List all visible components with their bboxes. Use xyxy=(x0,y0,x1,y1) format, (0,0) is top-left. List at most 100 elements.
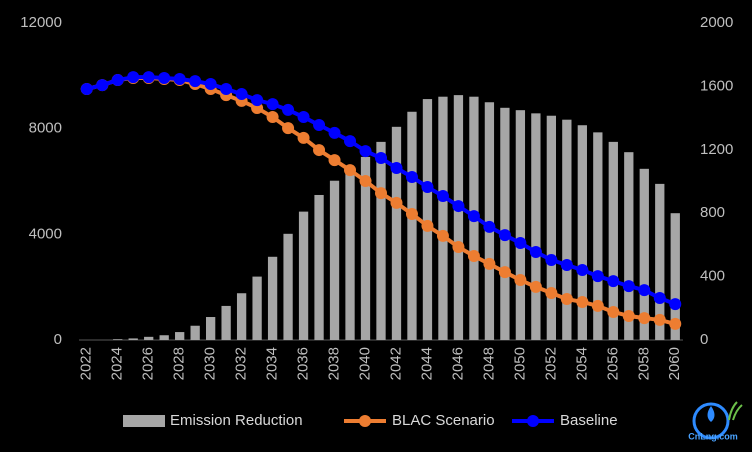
legend-label: Baseline xyxy=(560,412,618,429)
bar xyxy=(376,141,386,340)
bar xyxy=(236,293,247,340)
marker xyxy=(375,151,387,164)
bar xyxy=(205,317,216,340)
bar xyxy=(624,152,634,340)
marker xyxy=(266,98,279,111)
bar xyxy=(546,115,557,340)
y-tick-label: 8000 xyxy=(29,120,62,137)
bar xyxy=(175,332,185,340)
bar xyxy=(655,183,665,340)
marker xyxy=(235,88,248,101)
x-tick-label: 2056 xyxy=(604,347,621,380)
marker xyxy=(483,257,496,270)
marker xyxy=(282,122,295,135)
bar xyxy=(391,126,402,340)
bar xyxy=(283,233,293,340)
marker xyxy=(638,284,651,297)
legend-item: BLAC Scenario xyxy=(344,412,495,429)
marker xyxy=(545,286,558,299)
marker xyxy=(96,79,109,92)
marker xyxy=(344,135,357,148)
marker xyxy=(313,118,326,131)
x-tick-label: 2030 xyxy=(202,347,219,380)
bar xyxy=(438,96,448,340)
x-tick-label: 2022 xyxy=(78,347,95,380)
bar xyxy=(113,339,123,340)
marker xyxy=(591,299,604,312)
marker xyxy=(328,126,341,139)
marker xyxy=(297,111,310,124)
y2-tick-label: 1600 xyxy=(700,77,733,94)
marker xyxy=(669,317,682,330)
marker xyxy=(560,293,573,306)
marker xyxy=(405,171,418,184)
marker xyxy=(251,94,264,107)
x-tick-label: 2036 xyxy=(295,347,312,380)
logo-text: CnLng.com xyxy=(688,431,738,441)
x-tick-label: 2026 xyxy=(140,347,157,380)
marker xyxy=(421,219,434,232)
bar xyxy=(144,336,154,340)
marker xyxy=(436,229,449,242)
bar xyxy=(453,95,464,341)
bar xyxy=(252,276,262,340)
y-tick-label: 0 xyxy=(54,331,62,348)
x-tick-label: 2042 xyxy=(387,347,404,380)
marker xyxy=(80,83,93,96)
x-tick-label: 2048 xyxy=(480,347,497,380)
legend-item: Baseline xyxy=(512,412,618,429)
marker xyxy=(576,295,589,308)
marker xyxy=(297,131,310,144)
y2-tick-label: 2000 xyxy=(700,14,733,31)
marker xyxy=(328,154,341,167)
marker xyxy=(111,74,124,87)
x-tick-label: 2060 xyxy=(666,347,683,380)
marker xyxy=(452,241,465,254)
bar xyxy=(128,338,138,340)
marker xyxy=(204,78,217,91)
marker xyxy=(344,164,357,177)
bar xyxy=(360,156,371,340)
marker xyxy=(622,309,635,322)
bar xyxy=(329,180,340,340)
bar xyxy=(531,113,541,340)
legend-swatch xyxy=(123,415,165,427)
marker xyxy=(653,291,666,304)
marker xyxy=(498,229,511,242)
x-tick-label: 2044 xyxy=(418,347,435,380)
legend-marker xyxy=(527,415,539,427)
bar xyxy=(298,211,309,340)
logo-ring xyxy=(692,402,730,440)
x-tick-label: 2034 xyxy=(264,347,281,380)
logo-leaf xyxy=(728,401,743,421)
marker xyxy=(669,298,682,311)
x-tick-label: 2050 xyxy=(511,347,528,380)
x-tick-label: 2054 xyxy=(573,347,590,380)
marker xyxy=(313,144,326,157)
bar xyxy=(639,168,649,340)
x-tick-label: 2032 xyxy=(233,347,250,380)
bar xyxy=(221,305,231,340)
y-tick-label: 4000 xyxy=(29,225,62,242)
bar xyxy=(190,325,200,340)
marker xyxy=(421,181,434,194)
marker xyxy=(483,220,496,233)
marker xyxy=(359,174,372,187)
marker xyxy=(173,73,186,86)
bar xyxy=(577,125,587,340)
y2-tick-label: 800 xyxy=(700,204,725,221)
marker xyxy=(607,275,620,288)
marker xyxy=(390,196,403,209)
marker xyxy=(405,207,418,220)
bar xyxy=(562,119,572,340)
bar xyxy=(515,110,526,340)
legend-label: BLAC Scenario xyxy=(392,412,495,429)
marker xyxy=(560,258,573,271)
marker xyxy=(514,274,527,287)
marker xyxy=(436,190,449,203)
x-tick-label: 2024 xyxy=(109,347,126,380)
marker xyxy=(467,210,480,223)
y2-tick-label: 0 xyxy=(700,331,708,348)
bar xyxy=(608,141,618,340)
